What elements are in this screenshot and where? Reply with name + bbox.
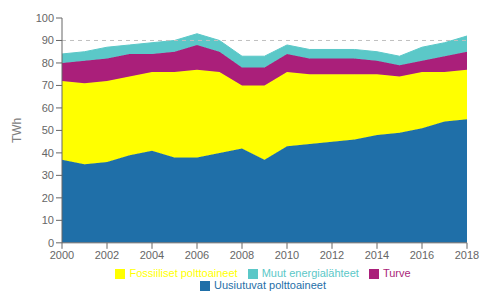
html-text:Fossiiliset polttoaineet: Fossiiliset polttoaineet [129,266,238,279]
html-text:Uusiutuvat polttoaineet: Uusiutuvat polttoaineet [214,278,326,291]
svg-text:TWh: TWh [10,118,24,143]
svg-text:2016: 2016 [410,249,434,261]
svg-text:50: 50 [42,124,54,136]
svg-text:2008: 2008 [230,249,254,261]
svg-text:2010: 2010 [275,249,299,261]
svg-text:40: 40 [42,147,54,159]
svg-text:2006: 2006 [185,249,209,261]
svg-text:100: 100 [36,12,54,24]
svg-text:2012: 2012 [320,249,344,261]
html-text:Muut energialähteet: Muut energialähteet [261,266,359,279]
svg-text:2000: 2000 [50,249,74,261]
svg-text:2002: 2002 [95,249,119,261]
svg-text:90: 90 [42,34,54,46]
html-text:Turve: Turve [382,266,411,279]
svg-text:30: 30 [42,169,54,181]
svg-text:2018: 2018 [455,249,479,261]
svg-text:2004: 2004 [140,249,164,261]
svg-text:60: 60 [42,102,54,114]
svg-text:0: 0 [48,237,54,249]
svg-text:2014: 2014 [365,249,389,261]
svg-text:80: 80 [42,57,54,69]
svg-text:70: 70 [42,79,54,91]
svg-text:10: 10 [42,214,54,226]
svg-text:20: 20 [42,192,54,204]
